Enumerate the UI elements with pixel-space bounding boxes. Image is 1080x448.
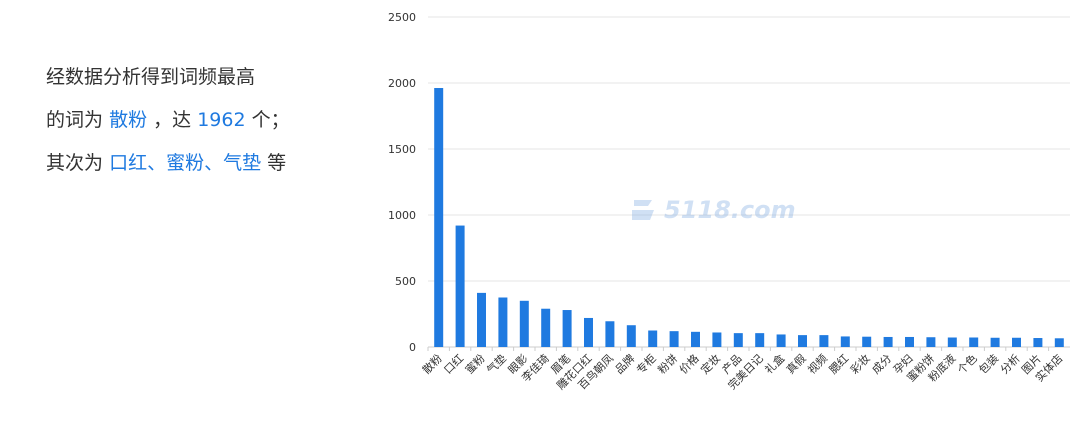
bar bbox=[669, 331, 679, 347]
summary-text: ，达 bbox=[153, 109, 192, 131]
bar bbox=[498, 297, 508, 347]
top-count-highlight: 1962 bbox=[197, 109, 246, 131]
bar bbox=[969, 337, 979, 347]
y-tick-label: 2000 bbox=[388, 77, 416, 90]
y-tick-label: 2500 bbox=[388, 11, 416, 24]
bar bbox=[584, 317, 593, 347]
x-tick-label: 腮红 bbox=[827, 352, 852, 377]
summary-text: 个； bbox=[251, 109, 290, 131]
x-tick-label: 价格 bbox=[676, 351, 701, 376]
summary-text: 等 bbox=[267, 152, 287, 174]
bar bbox=[776, 334, 786, 347]
bar bbox=[434, 88, 444, 348]
y-tick-label: 1500 bbox=[388, 143, 416, 156]
x-tick-label: 定妆 bbox=[698, 351, 723, 376]
watermark-logo-icon: 5118.com bbox=[632, 196, 796, 224]
bar bbox=[455, 225, 465, 347]
x-tick-label: 分析 bbox=[997, 351, 1022, 376]
summary-line-2: 的词为 散粉 ，达 1962 个； bbox=[46, 99, 366, 142]
bar bbox=[477, 292, 486, 347]
bar bbox=[947, 337, 957, 347]
bar bbox=[905, 336, 914, 347]
x-tick-label: 散粉 bbox=[419, 351, 444, 376]
summary-text: 的词为 bbox=[46, 109, 104, 131]
x-tick-label: 视频 bbox=[805, 351, 830, 376]
watermark-text: 5118.com bbox=[664, 196, 796, 224]
y-tick-label: 500 bbox=[395, 275, 416, 288]
bar bbox=[519, 300, 529, 347]
bar bbox=[819, 335, 829, 347]
bar bbox=[691, 331, 700, 347]
x-tick-label: 真假 bbox=[783, 351, 808, 376]
bar bbox=[798, 335, 807, 347]
bar bbox=[1012, 337, 1021, 347]
summary-text: 其次为 bbox=[46, 152, 104, 174]
summary-text: 经数据分析得到词频最高 bbox=[46, 66, 256, 88]
top-word-highlight: 散粉 bbox=[109, 109, 148, 131]
word-frequency-chart: 0 500 1000 1500 2000 2500 散粉 口红 蜜粉 气垫 眼影 李佳琦 眉笔 雕花口红百… bbox=[380, 0, 1080, 444]
bar bbox=[1054, 338, 1064, 347]
bar bbox=[733, 333, 743, 347]
bar bbox=[926, 337, 936, 347]
x-tick-label: 包装 bbox=[976, 352, 1001, 377]
y-tick-label: 1000 bbox=[388, 209, 416, 222]
bar bbox=[883, 336, 893, 347]
x-tick-label: 品牌 bbox=[612, 351, 637, 376]
watermark: 5118.com bbox=[628, 190, 828, 230]
summary-line-3: 其次为 口红、蜜粉、气垫 等 bbox=[46, 142, 366, 185]
x-tick-label: 口红 bbox=[441, 352, 466, 377]
bar bbox=[840, 336, 850, 347]
x-tick-label: 彩妆 bbox=[848, 352, 873, 377]
summary-line-1: 经数据分析得到词频最高 bbox=[46, 56, 366, 99]
bar bbox=[712, 332, 722, 347]
bar bbox=[562, 310, 572, 347]
bar bbox=[755, 333, 765, 347]
x-tick-label: 气垫 bbox=[484, 351, 509, 376]
bar bbox=[541, 308, 551, 347]
summary-panel: 经数据分析得到词频最高 的词为 散粉 ，达 1962 个； 其次为 口红、蜜粉、… bbox=[46, 56, 366, 185]
bar bbox=[605, 321, 615, 347]
x-tick-label: 个色 bbox=[954, 351, 979, 376]
bar-chart-svg: 05001000150020002500散粉口红蜜粉气垫眼影李佳琦眉笔雕花口红百… bbox=[388, 11, 1070, 392]
bar bbox=[1033, 338, 1043, 347]
bar bbox=[862, 336, 872, 347]
bar bbox=[626, 325, 636, 347]
x-tick-label: 专柜 bbox=[633, 351, 658, 376]
bar bbox=[648, 330, 658, 347]
x-tick-label: 蜜粉 bbox=[462, 351, 487, 376]
x-tick-label: 礼盒 bbox=[762, 351, 787, 376]
bar bbox=[990, 337, 1000, 347]
y-tick-label: 0 bbox=[409, 341, 416, 354]
x-tick-label: 成分 bbox=[869, 352, 894, 377]
runner-up-words-highlight: 口红、蜜粉、气垫 bbox=[109, 152, 262, 174]
x-tick-label: 粉饼 bbox=[655, 351, 680, 376]
